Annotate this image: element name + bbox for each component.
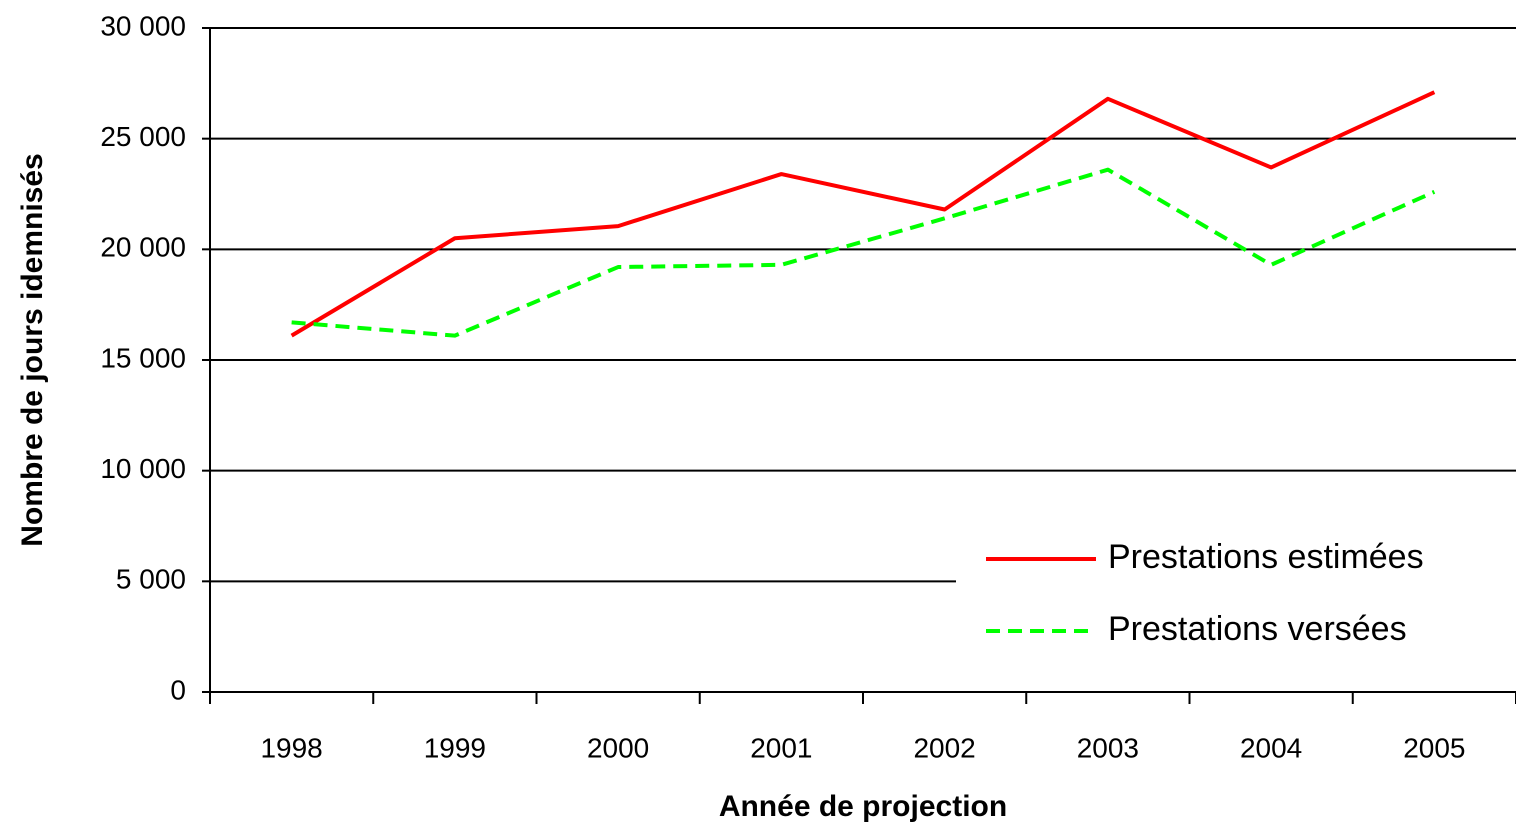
x-tick-label: 2003: [1077, 732, 1139, 763]
legend-label: Prestations estimées: [1108, 538, 1424, 576]
y-tick-label: 5 000: [116, 564, 186, 595]
x-axis-title: Année de projection: [719, 790, 1007, 823]
y-tick-label: 15 000: [100, 342, 186, 373]
x-tick-label: 1998: [260, 732, 322, 763]
y-tick-label: 10 000: [100, 453, 186, 484]
x-tick-label: 2002: [913, 732, 975, 763]
y-tick-label: 30 000: [100, 10, 186, 41]
series-line: [291, 167, 1436, 338]
x-tick-label: 1999: [424, 732, 486, 763]
series-line: [290, 90, 1436, 338]
x-tick-label: 2001: [750, 732, 812, 763]
x-tick-label: 2005: [1403, 732, 1465, 763]
y-axis-title: Nombre de jours idemnisés: [16, 153, 49, 546]
y-tick-label: 0: [170, 674, 186, 705]
x-tick-label: 2004: [1240, 732, 1302, 763]
y-tick-label: 20 000: [100, 232, 186, 263]
legend-box: [956, 517, 1516, 667]
y-tick-label: 25 000: [100, 121, 186, 152]
x-tick-label: 2000: [587, 732, 649, 763]
legend-label: Prestations versées: [1108, 610, 1407, 648]
